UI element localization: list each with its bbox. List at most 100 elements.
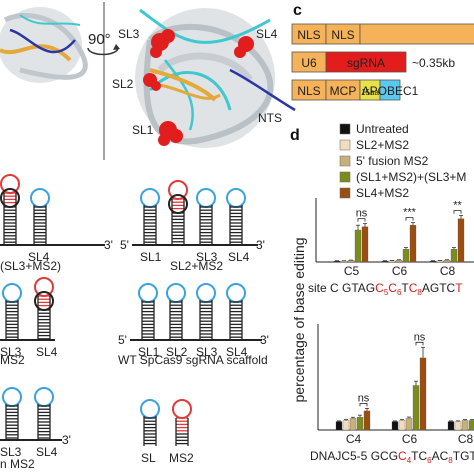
bar <box>363 410 371 431</box>
panel-label-d: d <box>290 127 300 144</box>
significance-bracket <box>359 402 368 407</box>
site-base: T <box>455 281 463 295</box>
bar <box>405 418 413 431</box>
construct-label: APOBEC1 <box>362 84 419 98</box>
r1-right-sl4-loop <box>226 188 246 208</box>
r3-right-ms2-loop <box>172 399 192 419</box>
construct-label: sgRNA <box>347 56 385 70</box>
site-base: GTAG <box>342 281 375 295</box>
r1-right-sl3-loop <box>196 188 216 208</box>
significance-label: ns <box>358 392 370 404</box>
structure-label-sl1: SL1 <box>132 123 154 137</box>
scaffold-label: SL4 <box>226 345 248 359</box>
construct-label: MCP <box>330 84 357 98</box>
scaffold-label: MS2 <box>169 451 194 465</box>
x-tick-label: C6 <box>402 432 418 446</box>
site-base: C <box>398 449 407 463</box>
bar <box>349 418 357 431</box>
scaffold-label: SL4 <box>36 445 58 459</box>
construct-segment <box>359 23 474 45</box>
bar <box>381 260 389 263</box>
site-base: AC <box>432 449 449 463</box>
legend-label: (SL1+MS2)+(SL3+M <box>356 170 466 184</box>
scaffold-label: SL3 <box>0 345 22 359</box>
bar <box>354 229 362 263</box>
legend-label: SL2+MS2 <box>356 138 409 152</box>
site-base: C <box>409 281 418 295</box>
r3-left-sl3-loop <box>2 387 22 407</box>
legend-swatch <box>339 139 351 151</box>
significance-label: ** <box>453 200 462 212</box>
r2-right-sl4-loop <box>226 283 246 303</box>
site-base: 8 <box>417 288 422 297</box>
bar <box>347 260 355 263</box>
site-prefix: DNAJC5-5 <box>310 449 371 463</box>
bar <box>340 260 348 263</box>
bar <box>361 226 369 263</box>
site-base: C <box>375 281 384 295</box>
significance-label: ns <box>414 331 426 343</box>
site-base: AGTC <box>422 281 456 295</box>
construct-diagrams: NLSNLSnSpCas9U6sgRNA~0.35kbNLSMCP15aaAPO… <box>291 23 474 101</box>
legend-swatch <box>339 171 351 183</box>
scaffold-label: SL4 <box>36 345 58 359</box>
chart-legend: Untreated SL2+MS2 5' fusion MS2 (SL1+MS2)+(… <box>339 122 466 200</box>
construct-segment <box>379 79 401 101</box>
significance-bracket <box>415 341 424 346</box>
bar <box>454 421 462 431</box>
bar <box>412 385 420 431</box>
panel-label-c: c <box>293 2 302 19</box>
construct-label: 15aa <box>361 88 379 97</box>
significance-bracket <box>405 217 414 221</box>
x-tick-label: C5 <box>344 264 360 278</box>
scaffold-label: SL3 <box>196 250 218 264</box>
significance-bracket <box>357 218 366 222</box>
bar <box>402 249 410 263</box>
r1-left-sl4-loop <box>30 188 50 208</box>
site-base: T <box>401 281 409 295</box>
legend-swatch <box>339 123 351 135</box>
x-tick-label: C6 <box>392 264 408 278</box>
scaffold-5prime: 5' <box>118 333 127 347</box>
site-base: 8 <box>448 456 453 465</box>
bar <box>398 420 406 431</box>
site-base: 6 <box>397 288 402 297</box>
site-base: 4 <box>407 456 412 465</box>
significance-label: *** <box>403 207 417 219</box>
scaffold-3prime: 3' <box>256 238 265 252</box>
site-sequence: DNAJC5-5 GCGC4​TC6​AC8​TGTC <box>310 449 474 465</box>
scaffold-label: SL1 <box>138 345 160 359</box>
bar <box>457 218 465 263</box>
site-base: GCG <box>371 449 398 463</box>
legend-label: Untreated <box>356 122 409 136</box>
scaffold-caption: SL2+MS2 <box>170 259 223 273</box>
bar <box>335 421 343 431</box>
scaffold-label: SL4 <box>228 250 250 264</box>
site-base: C <box>388 281 397 295</box>
x-tick-label: C8 <box>440 264 456 278</box>
r3-left-sl4-loop <box>34 387 54 407</box>
significance-label: ns <box>356 208 368 220</box>
construct-note: ~0.35kb <box>412 56 455 70</box>
bar <box>409 225 417 263</box>
structure-label-sl2: SL2 <box>112 77 134 91</box>
construct-label: NLS <box>297 84 320 98</box>
r3-right-sl-loop <box>140 399 160 419</box>
construct-label: NLS <box>331 28 354 42</box>
bar <box>395 259 403 263</box>
x-tick-label: C8 <box>458 432 474 446</box>
scaffold-3prime: 3' <box>104 238 113 252</box>
bar <box>391 421 399 431</box>
site-sequence: site C GTAGC5​C6​TC8​AGTCT <box>308 281 463 297</box>
r1-right-sl1-loop <box>140 188 160 208</box>
scaffold-label: SL4 <box>28 250 50 264</box>
scaffold-5prime: 5' <box>120 238 129 252</box>
significance-bracket <box>453 210 462 214</box>
bar <box>419 357 427 431</box>
bar <box>450 249 458 263</box>
structure-panel: 90° SL3 SL4 SL2 SL1 NTS <box>0 2 296 160</box>
site-base: TC <box>411 449 427 463</box>
scaffold-label: SL3 <box>0 445 22 459</box>
structure-label-sl4: SL4 <box>256 27 278 41</box>
